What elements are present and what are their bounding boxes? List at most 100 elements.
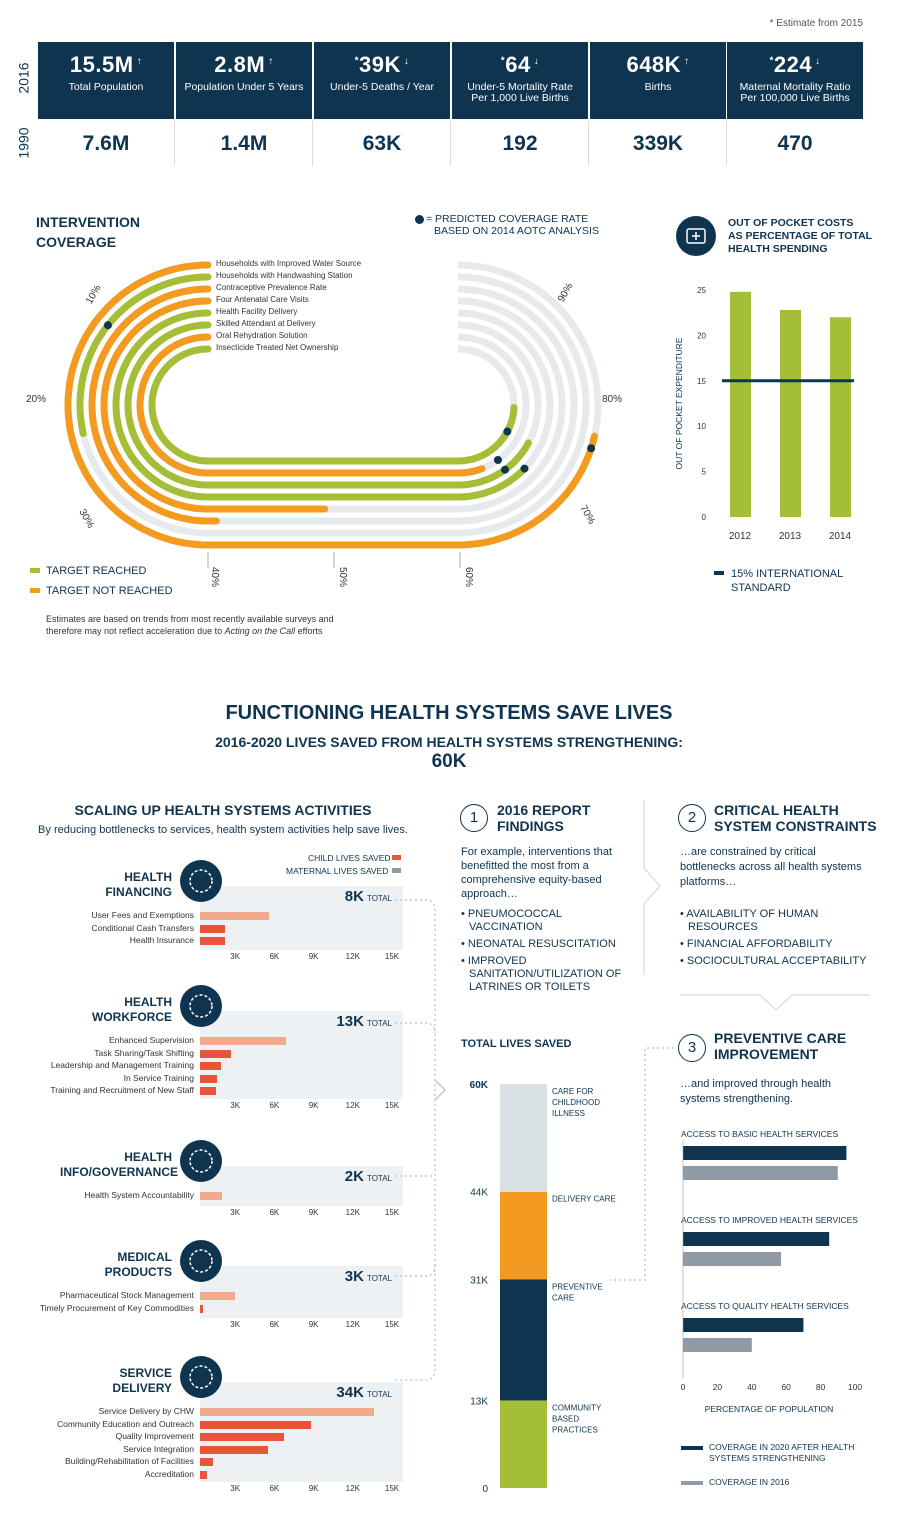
group-connector-lines xyxy=(395,899,447,1381)
coverage-percent-label: 10% xyxy=(84,283,104,306)
stat-label: Population Under 5 Years xyxy=(184,81,304,93)
coverage-bar xyxy=(136,333,486,477)
total-lives-stacked-chart: COMMUNITY BASED PRACTICES PREVENTIVE CARE DEL… xyxy=(470,1080,616,1495)
activity-x-tick: 3K xyxy=(230,952,241,961)
access-bar-2020 xyxy=(683,1232,830,1246)
group-total-suffix: TOTAL xyxy=(366,1274,392,1283)
scaling-title: SCALING UP HEALTH SYSTEMS ACTIVITIES xyxy=(74,802,372,818)
stat-arrow-icon: ↑ xyxy=(136,55,143,67)
stat-value: 15.5M ↑ xyxy=(38,52,174,78)
stat-arrow-icon: ↑ xyxy=(268,55,274,67)
group-name-line2: PRODUCTS xyxy=(104,1265,172,1279)
group-name-line2: FINANCING xyxy=(105,885,172,899)
access-bar-chart: ACCESS TO BASIC HEALTH SERVICES ACCESS TO… xyxy=(681,1129,863,1414)
stat-number: 64 xyxy=(505,52,531,77)
coverage-bar xyxy=(64,261,598,549)
access-x-tick: 60 xyxy=(781,1382,791,1392)
oop-bar xyxy=(730,291,751,517)
preventive-title-line2: IMPROVEMENT xyxy=(714,1046,819,1062)
coverage-percent-label: 80% xyxy=(602,394,622,405)
oop-standard-swatch xyxy=(714,571,724,575)
lives-segment xyxy=(500,1400,547,1488)
stat-number: 224 xyxy=(773,52,813,77)
group-hands-icon xyxy=(180,1356,222,1398)
oop-title-line1: OUT OF POCKET COSTS xyxy=(728,217,854,229)
activity-x-tick: 9K xyxy=(308,1484,319,1493)
predicted-coverage-dot xyxy=(501,465,510,474)
group-total: 2K TOTAL xyxy=(300,1168,392,1186)
coverage-bar xyxy=(148,345,518,465)
activity-x-tick: 12K xyxy=(345,1208,360,1217)
estimate-note: * Estimate from 2015 xyxy=(769,18,863,29)
intervention-footnote: Estimates are based on trends from most … xyxy=(46,613,334,637)
group-total: 8K TOTAL xyxy=(300,888,392,906)
activity-label: Health Insurance xyxy=(129,935,194,945)
activity-bar xyxy=(200,924,225,933)
predicted-dot-icon xyxy=(415,215,424,224)
oop-standard-line2: STANDARD xyxy=(731,582,791,594)
maternal-legend-label: MATERNAL LIVES SAVED xyxy=(286,866,389,876)
lives-segment-label: PREVENTIVE xyxy=(552,1282,603,1291)
activity-bar xyxy=(200,1420,312,1429)
access-bar-2020 xyxy=(683,1146,847,1160)
stat-cell: 15.5M ↑ Total Population xyxy=(38,42,174,119)
activity-x-tick: 6K xyxy=(269,1208,280,1217)
child-legend-swatch xyxy=(392,855,401,860)
access-group-label: ACCESS TO IMPROVED HEALTH SERVICES xyxy=(681,1215,858,1225)
activity-bar xyxy=(200,1037,287,1045)
oop-bar-chart: 0 5 10 15 20 25 OUT OF POCKET EXPENDITURE 2012 2… xyxy=(674,286,854,542)
coverage-series-label: Households with Handwashing Station xyxy=(216,271,353,280)
group-name: SERVICE DELIVERY xyxy=(60,1366,172,1396)
activity-x-tick: 12K xyxy=(345,1320,360,1329)
activity-label: Timely Procurement of Key Commodities xyxy=(39,1302,194,1313)
activity-x-tick: 3K xyxy=(230,1320,241,1329)
coverage-percent-label: 20% xyxy=(26,394,46,405)
stat-value: 648K ↑ xyxy=(590,52,726,78)
activity-bar xyxy=(200,1408,374,1416)
coverage-percent-label: 30% xyxy=(76,507,96,530)
lives-segment-label: DELIVERY CARE xyxy=(552,1195,616,1204)
activity-label: Accreditation xyxy=(144,1468,194,1479)
findings-title-line2: FINDINGS xyxy=(497,818,564,834)
after-legend-label: COVERAGE IN 2020 AFTER HEALTH SYSTEMS ST… xyxy=(709,1442,854,1464)
footnote-part-c: efforts xyxy=(295,626,323,636)
predicted-legend-line1: = PREDICTED COVERAGE RATE xyxy=(426,213,589,225)
footnote-part-b: Acting on the Call xyxy=(224,626,296,636)
stat-label: Total Population xyxy=(68,81,144,93)
group-screen-icon xyxy=(180,1140,222,1182)
group-total: 3K TOTAL xyxy=(300,1268,392,1286)
group-coins-icon xyxy=(180,860,222,902)
constraints-title-line1: CRITICAL HEALTH xyxy=(714,802,839,818)
activity-x-tick: 3K xyxy=(230,1208,241,1217)
access-x-tick: 100 xyxy=(848,1382,862,1392)
group-total-suffix: TOTAL xyxy=(366,1019,392,1028)
activity-x-tick: 15K xyxy=(384,1208,400,1217)
stat-prefix: * xyxy=(354,55,360,67)
activity-label: Training and Recruitment of New Staff xyxy=(50,1085,194,1095)
stat-arrow-icon: ↓ xyxy=(403,55,410,67)
stat-number: 39K xyxy=(359,52,401,77)
main-title: FUNCTIONING HEALTH SYSTEMS SAVE LIVES xyxy=(225,702,673,724)
main-subtitle: 2016-2020 LIVES SAVED FROM HEALTH SYSTEM… xyxy=(215,734,683,750)
activity-bar xyxy=(200,1087,216,1095)
group-panel xyxy=(200,1166,403,1206)
activity-x-tick: 6K xyxy=(269,1484,280,1493)
activity-x-tick: 9K xyxy=(308,952,319,961)
oop-y-tick: 10 xyxy=(697,422,706,431)
now-legend-swatch xyxy=(681,1481,703,1485)
oop-y-tick: 20 xyxy=(697,331,706,340)
coverage-series-label: Four Antenatal Care Visits xyxy=(216,295,309,304)
stat-cell: 2.8M ↑ Population Under 5 Years xyxy=(176,42,312,119)
constraints-number-badge: 2 xyxy=(678,804,706,832)
activity-x-tick: 6K xyxy=(269,1320,280,1329)
group-total-suffix: TOTAL xyxy=(366,1174,392,1183)
coverage-track xyxy=(148,345,518,465)
activity-bar xyxy=(200,1062,221,1070)
activity-x-tick: 3K xyxy=(230,1101,241,1110)
oop-bar xyxy=(830,317,851,517)
oop-standard-label: 15% INTERNATIONAL STANDARD xyxy=(731,567,843,595)
lives-y-tick: 44K xyxy=(470,1188,488,1199)
group-panel xyxy=(200,1011,403,1099)
lives-y-tick: 13K xyxy=(470,1396,488,1407)
maternal-legend-swatch xyxy=(392,868,401,873)
